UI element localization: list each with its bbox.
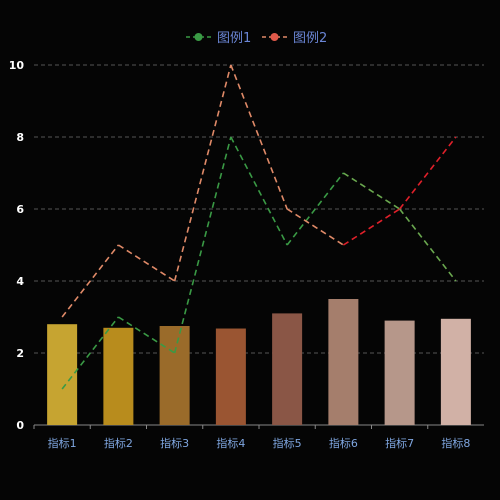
series-1-segment-4 [230, 136, 288, 246]
series-2-segment-4 [230, 64, 288, 210]
legend-label-1: 图例1 [217, 31, 251, 46]
legend-item-1[interactable]: 图例1 [186, 31, 251, 46]
series-1-segment-5 [286, 172, 345, 246]
bar-series [47, 299, 471, 425]
bar-6[interactable] [328, 299, 359, 425]
bar-1[interactable] [47, 324, 78, 425]
series-1-segment-2 [117, 316, 176, 354]
bar-2[interactable] [103, 327, 134, 425]
x-axis-ticks: 指标1 指标2 指标3 指标4 指标5 指标6 指标7 指标8 [33, 425, 470, 450]
x-tick-label-1: 指标1 [48, 436, 77, 450]
series-2-segment-1 [61, 244, 120, 318]
legend-marker-2 [270, 33, 279, 41]
x-tick-label-8: 指标8 [441, 436, 470, 450]
bar-4[interactable] [215, 328, 246, 425]
x-tick-label-5: 指标5 [273, 436, 302, 450]
series-2-segment-7 [398, 136, 457, 210]
y-tick-label-3: 6 [16, 203, 24, 216]
y-tick-label-1: 2 [16, 347, 24, 360]
x-tick-label-4: 指标4 [216, 436, 245, 450]
legend-item-2[interactable]: 图例2 [262, 31, 327, 46]
series-2-segment-6 [342, 208, 401, 246]
bar-3[interactable] [159, 326, 190, 425]
series-1-segment-7 [398, 208, 457, 282]
series-2-segment-5 [286, 208, 344, 246]
series-1-segment-6 [342, 172, 401, 210]
y-tick-label-0: 0 [16, 419, 24, 432]
bar-8[interactable] [440, 318, 471, 425]
bar-5[interactable] [272, 313, 303, 425]
x-tick-label-2: 指标2 [104, 436, 133, 450]
series-2-segment-2 [117, 244, 176, 282]
y-tick-label-5: 10 [9, 59, 25, 72]
legend[interactable]: 图例1 图例2 [186, 31, 327, 46]
x-tick-label-6: 指标6 [329, 436, 358, 450]
y-axis-ticks: 0 2 4 6 8 10 [9, 59, 25, 432]
x-tick-label-3: 指标3 [160, 436, 189, 450]
grid-lines [34, 64, 484, 426]
y-tick-label-2: 4 [16, 275, 24, 288]
legend-marker-1 [194, 33, 203, 41]
line-series [61, 64, 457, 390]
y-tick-label-4: 8 [16, 131, 24, 144]
series-1-segment-3 [173, 136, 232, 354]
series-2-segment-3 [173, 64, 232, 282]
series-1-segment-1 [61, 316, 120, 390]
legend-label-2: 图例2 [293, 31, 327, 46]
x-tick-label-7: 指标7 [385, 436, 414, 450]
bar-7[interactable] [384, 320, 415, 425]
